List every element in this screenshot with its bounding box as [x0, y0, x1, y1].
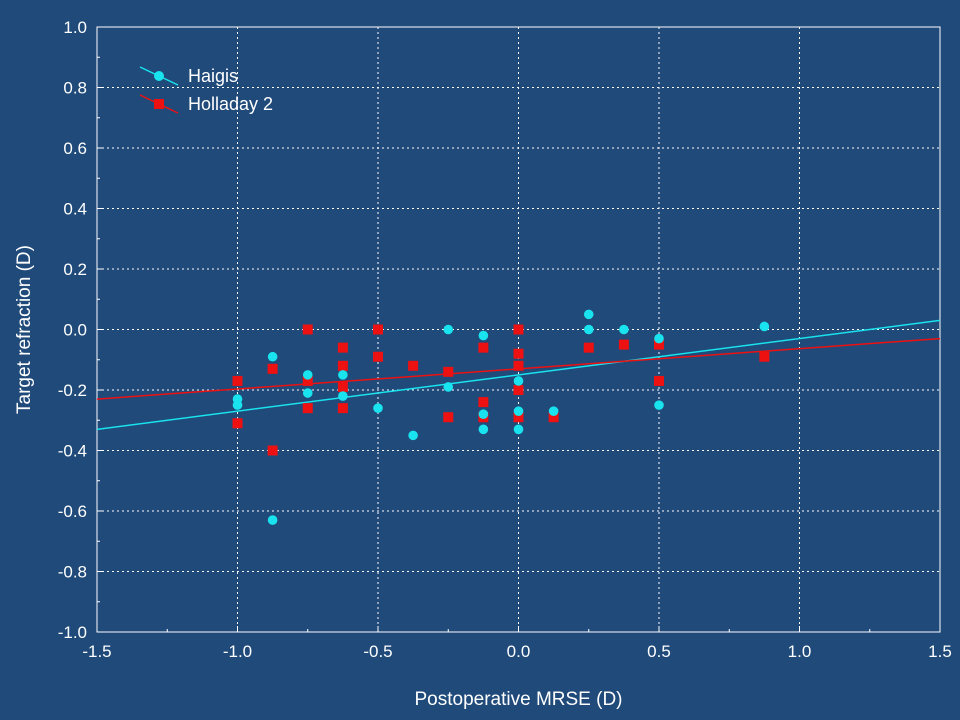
data-point: [373, 351, 383, 362]
data-point: [513, 348, 524, 359]
data-point: [338, 391, 348, 401]
y-tick-label: 0.0: [63, 321, 87, 340]
data-point: [408, 360, 419, 371]
data-point: [619, 324, 629, 335]
x-tick-label: 0.5: [647, 642, 671, 661]
data-point: [267, 445, 278, 456]
data-point: [302, 375, 313, 386]
data-point: [478, 409, 489, 420]
legend-label: Holladay 2: [188, 94, 273, 114]
x-tick-label: -1.5: [82, 642, 111, 661]
x-axis-tick-labels: -1.5 -1.0 -0.5 0.0 0.5 1.0 1.5: [82, 642, 951, 661]
data-point: [302, 388, 313, 398]
axis-ticks: [96, 26, 941, 633]
data-point: [443, 324, 454, 335]
data-point: [654, 339, 664, 350]
x-tick-label: -0.5: [363, 642, 392, 661]
data-point: [478, 330, 489, 341]
legend-label: Haigis: [188, 66, 238, 86]
data-point: [337, 381, 348, 392]
data-point: [338, 370, 348, 380]
data-point: [513, 424, 524, 435]
data-point: [513, 385, 524, 395]
data-point: [654, 375, 664, 386]
y-tick-label: 0.2: [63, 260, 87, 279]
data-point: [583, 324, 594, 335]
data-point: [232, 375, 243, 386]
data-point: [618, 339, 629, 350]
y-tick-label: 0.4: [63, 200, 87, 219]
legend-marker: [154, 71, 164, 81]
data-point: [408, 430, 418, 441]
data-point: [373, 324, 383, 335]
data-point: [302, 324, 313, 335]
y-tick-label: 0.6: [63, 139, 87, 158]
x-tick-label: 1.5: [928, 642, 952, 661]
y-tick-label: -0.6: [58, 502, 87, 521]
trend-line: [96, 319, 941, 431]
data-point: [267, 363, 278, 374]
y-tick-label: -1.0: [58, 623, 87, 642]
data-point: [513, 324, 524, 335]
data-point: [232, 418, 243, 429]
data-point: [267, 515, 278, 525]
x-tick-label: -1.0: [223, 642, 252, 661]
y-axis-tick-labels: 1.0 0.8 0.6 0.4 0.2 0.0 -0.2 -0.4 -0.6 -0.8 -1.0: [58, 18, 87, 642]
data-point: [302, 370, 313, 380]
y-tick-label: -0.4: [58, 442, 87, 461]
data-point: [548, 406, 559, 416]
data-point: [373, 403, 383, 413]
data-point: [759, 351, 770, 362]
legend: Haigis Holladay 2: [139, 66, 273, 114]
y-tick-label: -0.2: [58, 381, 87, 400]
y-tick-label: 0.8: [63, 79, 87, 98]
data-point: [583, 309, 594, 320]
data-point: [478, 342, 489, 353]
data-point: [759, 321, 770, 332]
data-point: [232, 400, 243, 410]
data-point: [513, 412, 524, 423]
data-point: [654, 400, 664, 410]
data-point: [654, 333, 664, 344]
data-point: [337, 403, 348, 414]
data-point: [337, 360, 348, 371]
y-tick-label: -0.8: [58, 563, 87, 582]
y-axis-title: Target refraction (D): [14, 245, 35, 414]
data-point: [302, 403, 313, 414]
data-point: [337, 342, 348, 353]
data-point: [583, 342, 594, 353]
data-points: [232, 309, 770, 525]
y-tick-label: 1.0: [63, 18, 87, 37]
x-tick-label: 1.0: [788, 642, 812, 661]
data-point: [267, 351, 278, 362]
data-point: [513, 376, 524, 386]
data-point: [478, 397, 489, 408]
data-point: [513, 360, 524, 371]
legend-marker: [154, 99, 164, 109]
data-point: [478, 424, 489, 435]
data-point: [513, 406, 524, 416]
data-point: [443, 412, 454, 423]
x-axis-title: Postoperative MRSE (D): [414, 689, 622, 710]
data-point: [443, 382, 454, 392]
data-point: [443, 366, 454, 377]
data-point: [548, 412, 559, 423]
x-tick-label: 0.0: [507, 642, 531, 661]
